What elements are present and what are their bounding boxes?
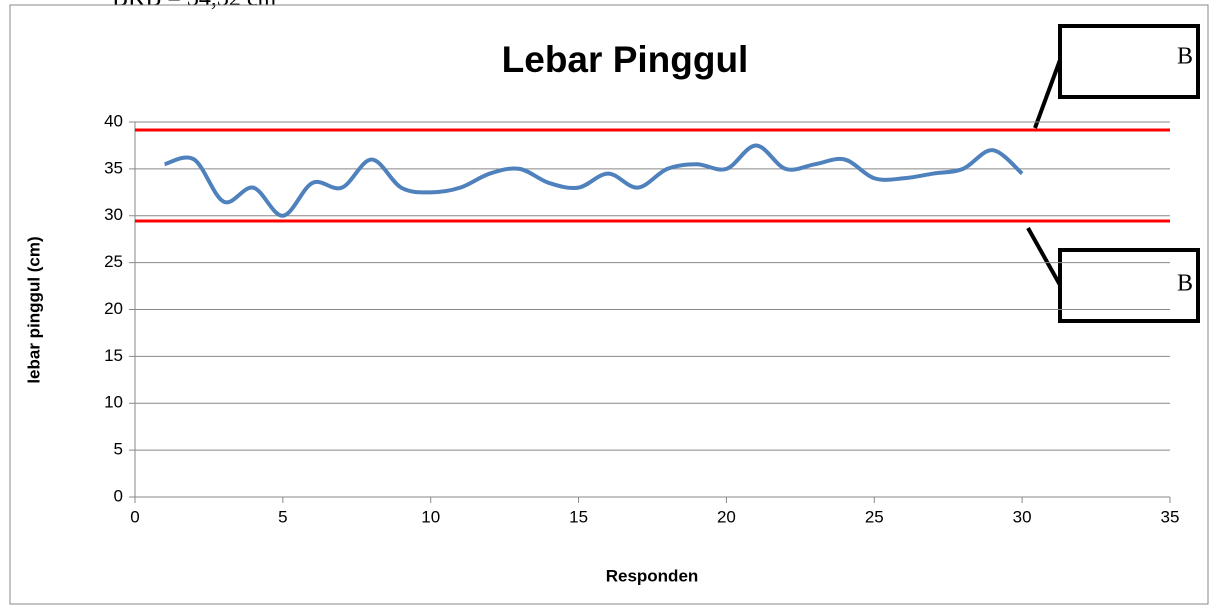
y-tick-label: 15: [104, 346, 123, 365]
y-tick-label: 40: [104, 111, 123, 130]
x-tick-label: 15: [569, 507, 588, 526]
y-tick-label: 35: [104, 158, 123, 177]
callout-pointer: [1026, 227, 1062, 286]
chart-title: Lebar Pinggul: [502, 39, 749, 80]
data-line: [164, 143, 1024, 218]
x-axis-label: Responden: [606, 566, 699, 585]
callout-text: B: [1177, 44, 1193, 70]
callout-pointer: [1033, 59, 1062, 129]
callout-text: B: [1177, 271, 1193, 297]
y-tick-label: 30: [104, 205, 123, 224]
y-tick-label: 10: [104, 393, 123, 412]
x-tick-label: 0: [130, 507, 139, 526]
y-tick-label: 25: [104, 252, 123, 271]
x-tick-label: 10: [421, 507, 440, 526]
callout-box: [1058, 24, 1200, 99]
x-tick-label: 25: [865, 507, 884, 526]
header-text: BKB = 34,32 cm: [112, 0, 277, 12]
x-tick-label: 30: [1013, 507, 1032, 526]
y-tick-label: 20: [104, 299, 123, 318]
x-tick-label: 20: [717, 507, 736, 526]
y-axis-label: lebar pinggul (cm): [24, 236, 43, 383]
y-tick-label: 5: [114, 440, 123, 459]
x-tick-label: 5: [278, 507, 287, 526]
y-tick-label: 0: [114, 486, 123, 505]
x-tick-label: 35: [1161, 507, 1180, 526]
chart-border: [9, 4, 1209, 605]
